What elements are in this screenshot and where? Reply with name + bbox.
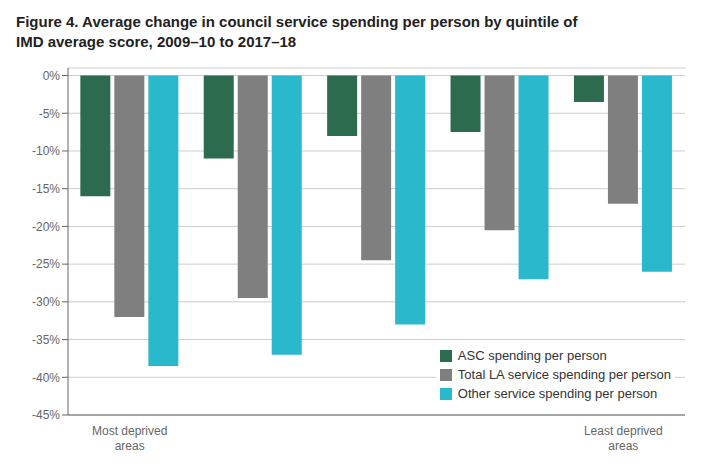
svg-text:-35%: -35% xyxy=(32,333,60,347)
svg-text:Least deprivedareas: Least deprivedareas xyxy=(584,424,663,453)
svg-text:-20%: -20% xyxy=(32,220,60,234)
html-text:Other service spending per per: Other service spending per person xyxy=(457,386,658,401)
svg-text:Most deprivedareas: Most deprivedareas xyxy=(92,424,167,453)
html-text:Figure 4. Average change in co: Figure 4. Average change in council serv… xyxy=(16,13,578,50)
svg-text:-15%: -15% xyxy=(32,182,60,196)
svg-text:-25%: -25% xyxy=(32,257,60,271)
svg-text:-30%: -30% xyxy=(32,295,60,309)
svg-text:-45%: -45% xyxy=(32,408,60,422)
svg-text:-40%: -40% xyxy=(32,371,60,385)
html-text:Total LA service spending per: Total LA service spending per person xyxy=(457,367,671,382)
html-text:ASC spending per person: ASC spending per person xyxy=(457,348,607,363)
svg-text:0%: 0% xyxy=(43,69,61,83)
svg-text:-5%: -5% xyxy=(39,107,61,121)
svg-text:-10%: -10% xyxy=(32,144,60,158)
